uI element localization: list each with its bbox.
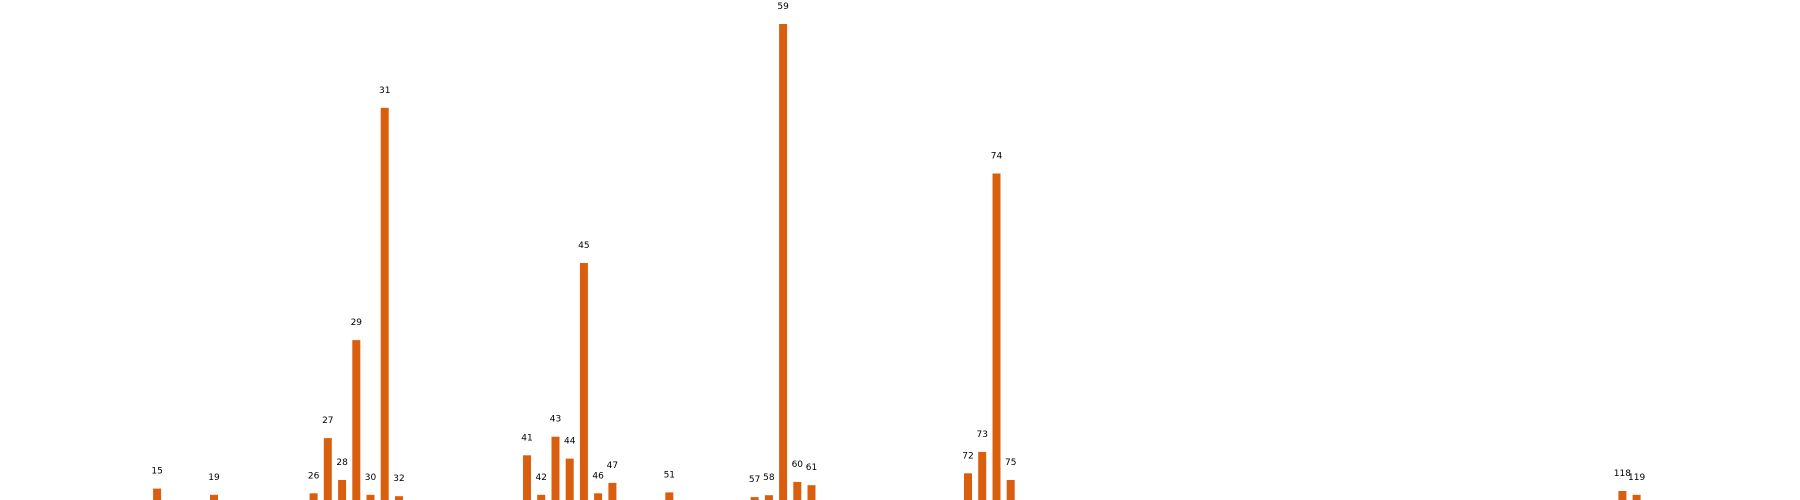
bar-44: [565, 458, 574, 500]
bar-41: [523, 455, 531, 500]
bar-label-47: 47: [607, 461, 618, 471]
bar-51: [665, 492, 674, 500]
bar-label-41: 41: [521, 433, 532, 443]
bar-label-43: 43: [550, 415, 561, 425]
bar-label-59: 59: [777, 2, 789, 12]
bar-57: [750, 497, 759, 500]
bar-label-45: 45: [578, 241, 589, 251]
bar-74: [992, 173, 1001, 500]
bar-72: [964, 473, 972, 500]
bar-label-29: 29: [351, 318, 363, 328]
bar-label-31: 31: [379, 86, 390, 96]
bar-43: [551, 436, 560, 500]
bar-label-61: 61: [806, 463, 817, 473]
bar-label-72: 72: [962, 451, 973, 461]
bar-label-15: 15: [151, 467, 162, 477]
bar-label-46: 46: [592, 471, 604, 481]
bar-label-57: 57: [749, 475, 760, 485]
bar-label-30: 30: [365, 473, 377, 483]
bar-32: [395, 496, 403, 500]
bar-label-75: 75: [1005, 458, 1016, 468]
bar-label-73: 73: [976, 430, 987, 440]
bar-42: [537, 494, 546, 500]
bar-29: [352, 340, 361, 500]
bar-118: [1618, 491, 1627, 500]
bar-119: [1632, 494, 1641, 500]
bar-47: [608, 482, 617, 500]
bar-label-60: 60: [792, 460, 804, 470]
bar-73: [978, 451, 987, 500]
bar-75: [1006, 480, 1015, 500]
bar-label-42: 42: [535, 473, 546, 483]
bar-label-118: 118: [1614, 469, 1631, 479]
bar-31: [380, 107, 389, 500]
bar-label-44: 44: [564, 437, 576, 447]
bar-label-27: 27: [322, 416, 333, 426]
bar-61: [807, 485, 816, 500]
bar-58: [764, 495, 773, 500]
bar-label-51: 51: [664, 470, 675, 480]
bar-label-58: 58: [763, 473, 775, 483]
bar-28: [338, 480, 347, 500]
bar-26: [309, 493, 318, 500]
bar-30: [366, 494, 375, 500]
bar-label-28: 28: [336, 458, 348, 468]
bar-46: [594, 493, 603, 500]
bar-60: [793, 481, 802, 500]
bar-label-74: 74: [991, 152, 1003, 162]
bar-45: [579, 263, 588, 500]
bar-59: [779, 24, 788, 500]
bar-15: [153, 488, 162, 500]
bar-19: [210, 494, 218, 500]
bar-label-32: 32: [393, 474, 404, 484]
bar-27: [323, 438, 332, 500]
bar-label-119: 119: [1628, 473, 1645, 483]
bar-label-26: 26: [308, 471, 320, 481]
bar-label-19: 19: [208, 473, 220, 483]
